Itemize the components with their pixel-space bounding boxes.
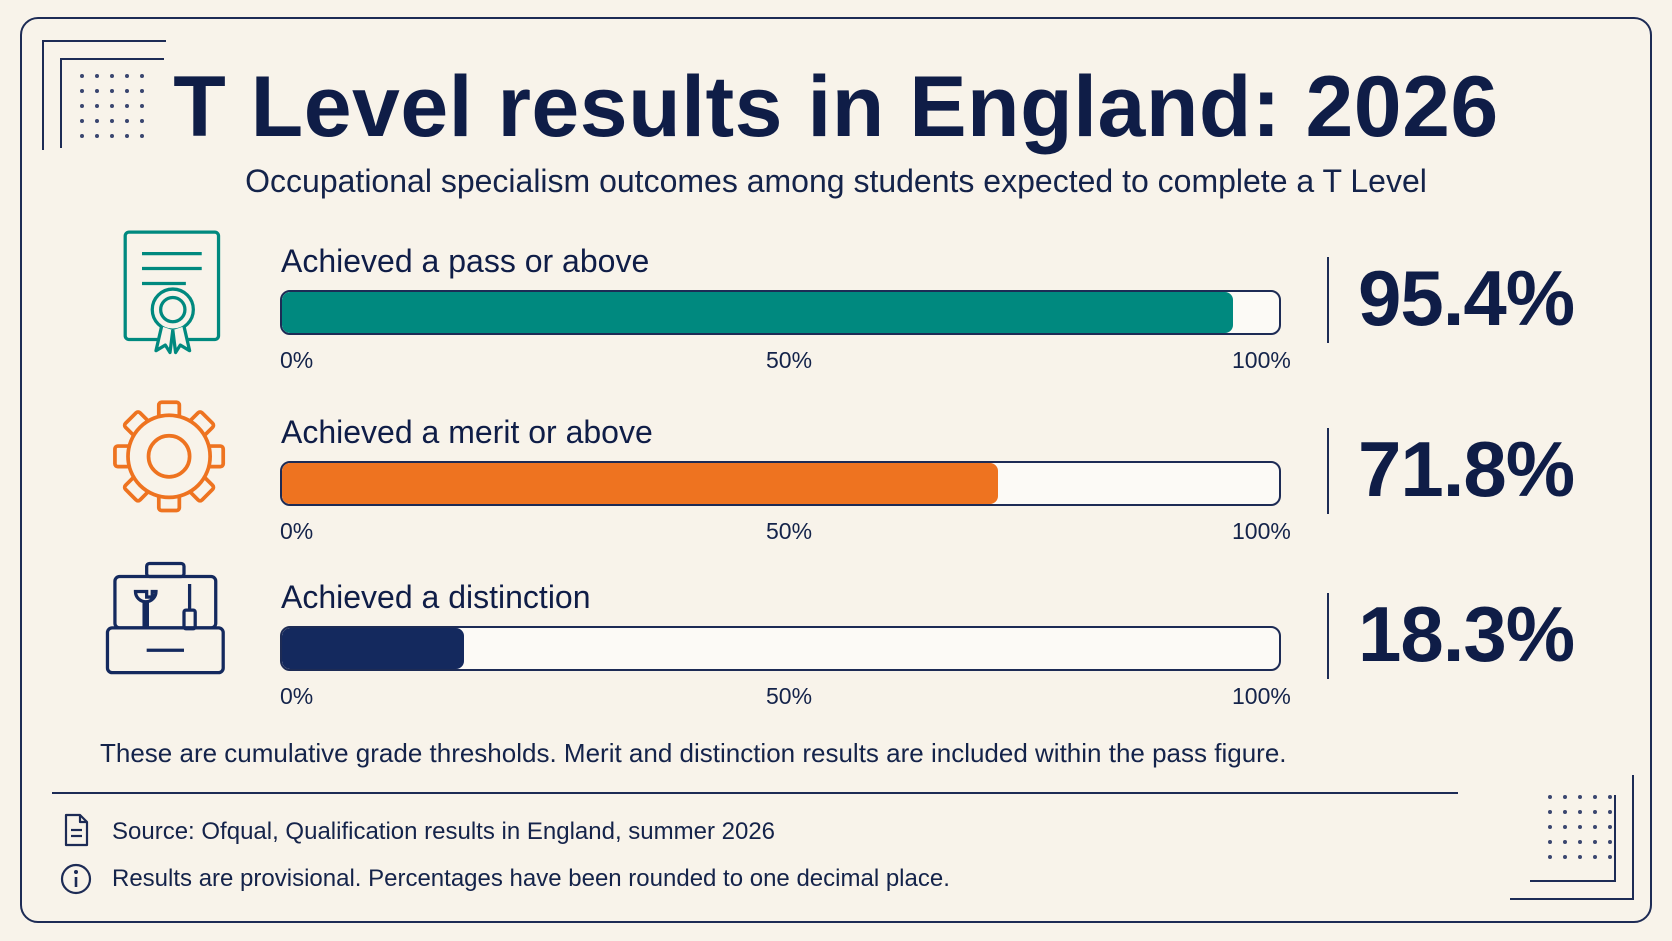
value-divider <box>1327 593 1329 679</box>
value-label: 18.3% <box>1358 590 1575 678</box>
document-icon <box>64 813 89 847</box>
certificate-icon <box>123 230 221 355</box>
value-divider <box>1327 257 1329 343</box>
corner-ornament-bottom-right <box>1510 898 1634 900</box>
bar <box>282 463 998 504</box>
axis-tick-label: 50% <box>766 347 813 373</box>
bar-label: Achieved a pass or above <box>281 243 650 279</box>
value-divider <box>1327 428 1329 514</box>
bar <box>282 292 1234 333</box>
axis-tick-label: 0% <box>280 518 314 544</box>
bar-track <box>280 461 1281 506</box>
corner-ornament-top-left <box>42 40 44 150</box>
source-text: Source: Ofqual, Qualification results in… <box>112 818 776 845</box>
value-label: 71.8% <box>1358 425 1575 513</box>
corner-ornament-bottom-right <box>1614 795 1616 882</box>
dot-grid-decoration <box>1548 795 1613 860</box>
bar-row: Achieved a pass or above 0% 50% 100% 95.4% <box>0 230 1672 397</box>
bar-track <box>280 626 1281 671</box>
bar-track <box>280 290 1281 335</box>
axis-tick-label: 50% <box>766 518 813 544</box>
chart-note: These are cumulative grade thresholds. M… <box>100 738 1287 768</box>
disclaimer-text: Results are provisional. Percentages hav… <box>112 865 950 892</box>
bar-row: Achieved a merit or above 0% 50% 100% 71.8% <box>0 400 1672 568</box>
toolbox-icon <box>105 561 225 675</box>
chart-title: T Level results in England: 2026 <box>173 59 1499 155</box>
value-label: 95.4% <box>1358 254 1575 342</box>
axis-tick-label: 100% <box>1232 518 1291 544</box>
axis-tick-label: 0% <box>280 683 314 709</box>
footer-divider <box>52 792 1458 794</box>
gear-icon <box>113 400 226 513</box>
axis-tick-label: 100% <box>1232 347 1291 373</box>
dot-grid-decoration <box>80 74 145 139</box>
corner-ornament-top-left <box>42 40 166 42</box>
axis-tick-label: 100% <box>1232 683 1291 709</box>
corner-ornament-top-left <box>60 58 62 148</box>
axis-tick-label: 50% <box>766 683 813 709</box>
corner-ornament-bottom-right <box>1530 880 1616 882</box>
axis-tick-label: 0% <box>280 347 314 373</box>
frame-border <box>20 17 1652 923</box>
corner-ornament-top-left <box>60 58 164 60</box>
chart-subtitle: Occupational specialism outcomes among s… <box>245 163 1427 199</box>
bar-label: Achieved a merit or above <box>281 414 653 450</box>
corner-ornament-bottom-right <box>1632 775 1634 900</box>
bar <box>282 628 465 669</box>
bar-label: Achieved a distinction <box>281 579 591 615</box>
info-icon <box>60 863 92 895</box>
bar-row: Achieved a distinction 0% 50% 100% 18.3% <box>0 561 1672 733</box>
